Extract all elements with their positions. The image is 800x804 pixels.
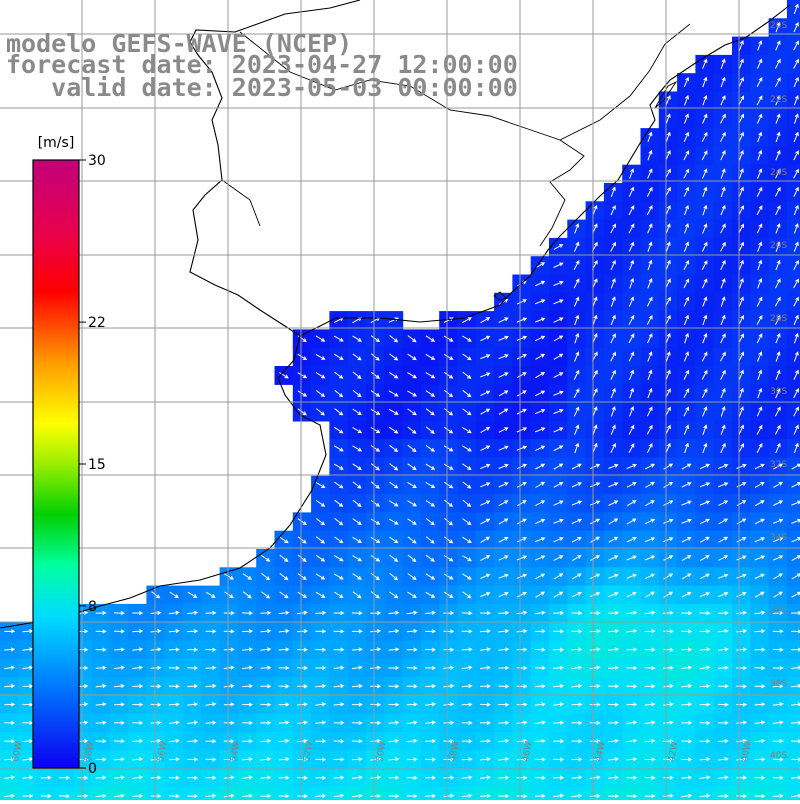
wind-cell xyxy=(659,787,678,800)
wind-cell xyxy=(641,787,660,800)
wind-cell xyxy=(787,403,800,422)
wind-cell xyxy=(604,787,623,800)
wind-cell xyxy=(787,531,800,550)
wind-cell xyxy=(750,787,769,800)
wind-cell xyxy=(458,787,477,800)
wind-cell xyxy=(787,329,800,348)
wind-cell xyxy=(183,787,202,800)
wind-cell xyxy=(769,787,788,800)
wind-cell xyxy=(92,787,111,800)
wind-cell xyxy=(714,787,733,800)
wind-cell xyxy=(403,787,422,800)
latitude-label: 24S xyxy=(770,168,787,178)
wind-cell xyxy=(732,787,751,800)
wind-cell xyxy=(586,787,605,800)
wind-cell xyxy=(146,787,165,800)
colorbar-tick-label: 15 xyxy=(88,457,106,473)
wind-cell xyxy=(787,494,800,513)
wind-cell xyxy=(787,293,800,312)
wind-cell xyxy=(787,256,800,275)
colorbar-tick-label: 22 xyxy=(88,315,106,331)
wind-cell xyxy=(384,787,403,800)
wind-cell xyxy=(787,348,800,367)
wind-cell xyxy=(567,787,586,800)
wind-cell xyxy=(329,787,348,800)
colorbar-tick-label: 0 xyxy=(88,761,97,777)
latitude-label: 34S xyxy=(770,533,787,543)
wind-cell xyxy=(787,366,800,385)
wind-cell xyxy=(275,787,294,800)
colorbar-unit: [m/s] xyxy=(38,135,75,151)
wind-cell xyxy=(787,275,800,294)
wind-cell xyxy=(695,787,714,800)
wind-cell xyxy=(787,476,800,495)
title-valid-date: valid date: 2023-05-03 00:00:00 xyxy=(6,75,518,100)
wind-cell xyxy=(787,512,800,531)
wind-cell xyxy=(201,787,220,800)
wind-cell xyxy=(787,421,800,440)
wind-cell xyxy=(238,787,257,800)
wind-cell xyxy=(549,787,568,800)
wind-cell xyxy=(787,220,800,239)
latitude-label: 36S xyxy=(770,606,787,616)
wind-cell xyxy=(787,73,800,92)
wind-cell xyxy=(787,110,800,129)
wind-cell xyxy=(165,787,184,800)
wind-cell xyxy=(622,787,641,800)
wind-cell xyxy=(787,55,800,74)
wind-cell xyxy=(787,439,800,458)
wind-cell xyxy=(73,787,92,800)
wind-cell xyxy=(18,787,37,800)
wind-cell xyxy=(421,787,440,800)
wind-cell xyxy=(677,787,696,800)
wind-cell xyxy=(531,787,550,800)
wind-cell xyxy=(0,787,19,800)
colorbar-ramp xyxy=(33,160,79,768)
wind-cell xyxy=(787,0,800,19)
wind-cell xyxy=(787,201,800,220)
wind-cell xyxy=(787,146,800,165)
wind-cell xyxy=(787,183,800,202)
wind-cell xyxy=(128,787,147,800)
wind-cell xyxy=(256,787,275,800)
latitude-label: 28S xyxy=(770,314,787,324)
wind-cell xyxy=(787,238,800,257)
wind-cell xyxy=(787,549,800,568)
latitude-label: 30S xyxy=(770,387,787,397)
wind-cell xyxy=(293,787,312,800)
latitude-label: 20S xyxy=(770,21,787,31)
wind-cell xyxy=(110,787,129,800)
latitude-label: 26S xyxy=(770,241,787,251)
latitude-label: 38S xyxy=(770,679,787,689)
latitude-label: 32S xyxy=(770,460,787,470)
wind-cell xyxy=(366,787,385,800)
wind-cell xyxy=(787,458,800,477)
wind-cell xyxy=(787,384,800,403)
wind-cell xyxy=(787,37,800,56)
wind-cell xyxy=(494,787,513,800)
wind-cell xyxy=(787,787,800,800)
wind-cell xyxy=(220,787,239,800)
wind-cell xyxy=(512,787,531,800)
wind-cell xyxy=(311,787,330,800)
wind-cell xyxy=(787,128,800,147)
wind-cell xyxy=(55,787,74,800)
wind-cell xyxy=(787,586,800,605)
wind-cell xyxy=(787,567,800,586)
latitude-label: 40S xyxy=(770,751,787,761)
wind-cell xyxy=(787,311,800,330)
colorbar-tick-label: 30 xyxy=(88,153,106,169)
wind-cell xyxy=(439,787,458,800)
latitude-label: 22S xyxy=(770,95,787,105)
colorbar-tick-label: 8 xyxy=(88,599,97,615)
wind-cell xyxy=(348,787,367,800)
wind-cell xyxy=(476,787,495,800)
wind-cell xyxy=(37,787,56,800)
